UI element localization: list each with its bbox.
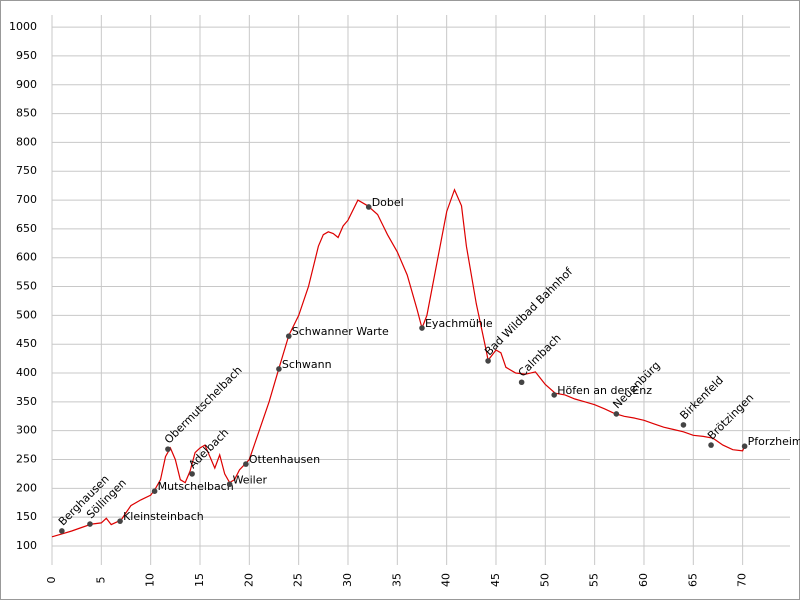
waypoint bbox=[276, 366, 282, 372]
waypoint bbox=[151, 488, 158, 495]
y-tick-label: 250 bbox=[16, 452, 37, 465]
y-tick-label: 400 bbox=[16, 366, 37, 379]
waypoint-label: Schwanner Warte bbox=[292, 325, 389, 338]
waypoint-label: Kleinsteinbach bbox=[123, 510, 204, 523]
x-tick-label: 5 bbox=[94, 577, 107, 584]
waypoint-label: Dobel bbox=[372, 196, 404, 209]
x-tick-label: 25 bbox=[292, 573, 305, 587]
x-tick-label: 55 bbox=[588, 573, 601, 587]
waypoint bbox=[59, 528, 65, 534]
waypoint-label: Weiler bbox=[233, 473, 268, 486]
y-tick-label: 750 bbox=[16, 164, 37, 177]
waypoint bbox=[165, 446, 171, 452]
waypoint bbox=[708, 442, 714, 448]
y-tick-label: 300 bbox=[16, 424, 37, 437]
x-tick-label: 0 bbox=[45, 577, 58, 584]
y-tick-label: 850 bbox=[16, 107, 37, 120]
x-tick-label: 45 bbox=[489, 573, 502, 587]
x-tick-label: 70 bbox=[736, 573, 749, 587]
waypoint-label: Pforzheim bbox=[748, 435, 800, 448]
x-tick-label: 40 bbox=[440, 573, 453, 587]
x-tick-label: 60 bbox=[637, 573, 650, 587]
waypoint-label: Eyachmühle bbox=[425, 317, 493, 330]
x-tick-label: 10 bbox=[144, 573, 157, 587]
x-tick-label: 20 bbox=[242, 573, 255, 587]
x-tick-label: 35 bbox=[390, 573, 403, 587]
waypoint bbox=[87, 521, 93, 527]
waypoint bbox=[117, 518, 123, 524]
waypoint bbox=[485, 358, 491, 364]
waypoint bbox=[551, 392, 557, 398]
waypoint bbox=[365, 204, 372, 210]
waypoint-label: Ottenhausen bbox=[249, 453, 320, 466]
waypoint-label: Schwann bbox=[282, 358, 332, 371]
waypoint bbox=[285, 333, 292, 339]
waypoint bbox=[741, 443, 748, 450]
y-tick-label: 550 bbox=[16, 280, 37, 293]
waypoint bbox=[243, 461, 249, 467]
waypoint bbox=[189, 471, 195, 477]
waypoint bbox=[226, 481, 233, 488]
waypoint-label: Mutschelbach bbox=[158, 480, 234, 493]
waypoint bbox=[613, 411, 620, 417]
y-tick-label: 100 bbox=[16, 539, 37, 552]
waypoint bbox=[518, 379, 525, 386]
y-tick-label: 500 bbox=[16, 308, 37, 321]
x-tick-label: 65 bbox=[686, 573, 699, 587]
y-tick-label: 700 bbox=[16, 193, 37, 206]
waypoint-label: Höfen an der Enz bbox=[557, 384, 652, 397]
y-tick-label: 600 bbox=[16, 251, 37, 264]
y-tick-label: 1000 bbox=[9, 20, 37, 33]
x-tick-label: 50 bbox=[538, 573, 551, 587]
y-tick-label: 800 bbox=[16, 135, 37, 148]
y-tick-label: 150 bbox=[16, 510, 37, 523]
waypoint bbox=[680, 422, 687, 428]
y-tick-label: 950 bbox=[16, 49, 37, 62]
x-tick-label: 30 bbox=[341, 573, 354, 587]
y-tick-label: 200 bbox=[16, 481, 37, 494]
waypoint bbox=[419, 325, 425, 331]
y-tick-label: 350 bbox=[16, 395, 37, 408]
y-tick-label: 450 bbox=[16, 337, 37, 350]
y-tick-label: 900 bbox=[16, 78, 37, 91]
y-tick-label: 650 bbox=[16, 222, 37, 235]
x-tick-label: 15 bbox=[193, 573, 206, 587]
